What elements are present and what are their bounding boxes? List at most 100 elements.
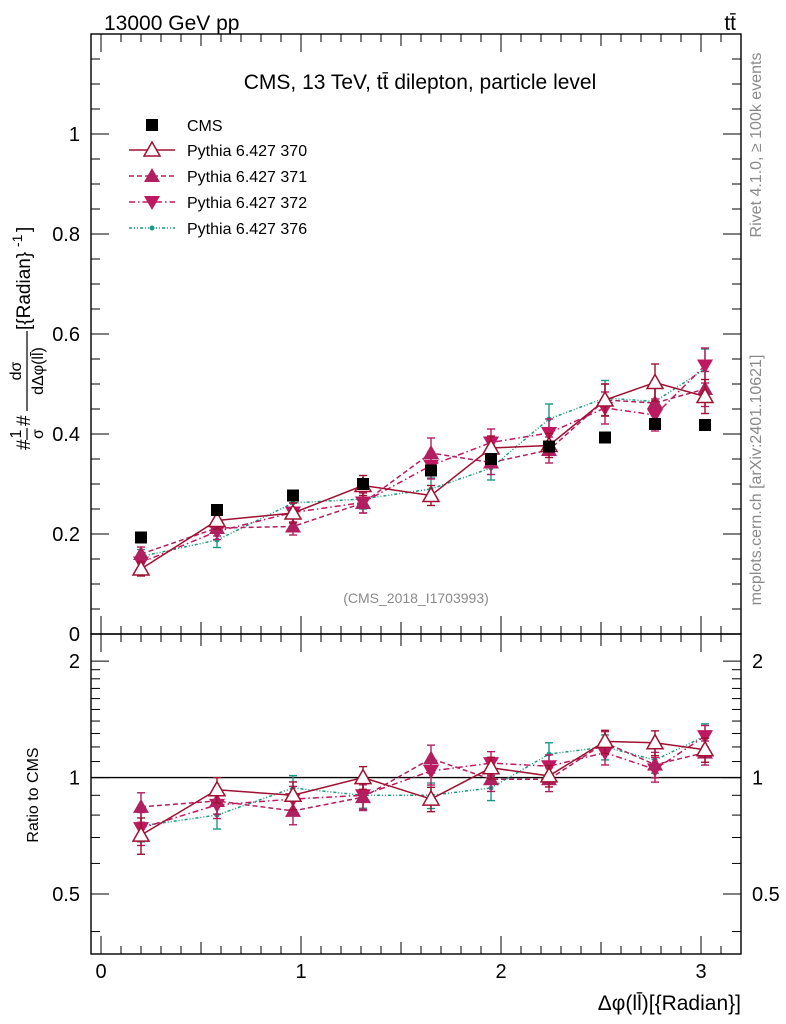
legend-marker: [144, 196, 160, 210]
y-label-exponent: -1: [9, 234, 25, 247]
data-point: [207, 780, 227, 797]
cms-data-point: [287, 489, 299, 502]
rivet-label: Rivet 4.1.0, ≥ 100k events: [748, 53, 765, 238]
cms-data-point: [543, 440, 555, 453]
y-tick-label-0.2: 0.2: [52, 524, 80, 546]
data-point: [355, 789, 371, 804]
series-main-cms: [135, 418, 711, 544]
legend-item-cms: CMS: [146, 118, 223, 135]
series-line: [140, 740, 706, 836]
series-line: [140, 381, 706, 570]
data-point: [695, 740, 715, 757]
ratio-tick-label-right-0.5: 0.5: [752, 884, 780, 906]
axes-group: 0 1 2 3 0 0.2 0.4 0.6 0.8 1 0.5 0.5 1 1 2 2: [52, 34, 780, 983]
cms-data-point: [485, 453, 497, 465]
y-label-frac2-num: dσ: [8, 361, 25, 380]
x-tick-label-3: 3: [695, 961, 706, 983]
data-point: [207, 510, 227, 528]
series-main-pythia-6-427-371: [133, 370, 713, 562]
y-label-suffix: [{Radian}: [14, 252, 35, 330]
mcplots-label: mcplots.cern.ch [arXiv:2401.10621]: [748, 355, 765, 606]
data-point: [595, 731, 615, 749]
y-tick-label-0: 0: [69, 624, 80, 646]
energy-label: 13000 GeV pp: [104, 12, 239, 35]
chart-title: CMS, 13 TeV, tt̄ dilepton, particle leve…: [244, 71, 597, 94]
legend-item-0: Pythia 6.427 370: [129, 140, 307, 160]
series-line: [140, 364, 706, 564]
x-axis-label: Δφ(ll̄)[{Radian}]: [598, 991, 741, 1015]
data-point: [353, 768, 373, 785]
data-point: [697, 730, 713, 745]
data-point: [595, 390, 615, 407]
legend-label: CMS: [187, 118, 223, 135]
y-label-frac1-den: σ: [30, 429, 47, 439]
data-point: [423, 445, 439, 459]
legend-label: Pythia 6.427 372: [187, 195, 307, 212]
data-point: [283, 785, 303, 803]
series-line: [140, 368, 706, 558]
legend-marker: [146, 119, 158, 131]
cms-data-point: [649, 418, 661, 430]
y-label-mid: #: [14, 415, 35, 426]
y-axis-label: # 1 σ # dσ dΔφ(ll̄) [{Radian} -1 ]: [8, 227, 47, 450]
data-point: [423, 750, 439, 765]
legend-item-2: Pythia 6.427 372: [129, 195, 307, 212]
ratio-tick-label-left-2: 2: [69, 651, 80, 673]
legend-item-1: Pythia 6.427 371: [129, 168, 307, 186]
ratio-tick-label-left-0.5: 0.5: [52, 884, 80, 906]
y-tick-label-0.6: 0.6: [52, 324, 80, 346]
x-tick-label-1: 1: [295, 961, 306, 983]
cms-data-point: [357, 478, 369, 490]
data-point: [133, 546, 149, 560]
legend-label: Pythia 6.427 370: [187, 143, 307, 160]
ratio-tick-label-left-1: 1: [69, 768, 80, 790]
series-layer: [131, 347, 715, 855]
y-label-frac2-den: dΔφ(ll̄): [29, 347, 47, 395]
process-label: tt̄: [724, 12, 736, 35]
data-point: [133, 798, 149, 813]
series-line: [140, 735, 706, 829]
legend: CMS Pythia 6.427 370 Pythia 6.427 371 Pythi…: [129, 118, 307, 238]
x-tick-label-0: 0: [95, 961, 106, 983]
legend-marker: [149, 225, 155, 231]
series-ratio-pythia-6-427-370: [131, 729, 715, 855]
y-label-end: ]: [14, 227, 35, 232]
legend-marker: [142, 140, 162, 157]
ratio-tick-label-right-1: 1: [752, 768, 763, 790]
data-point: [421, 485, 441, 503]
cms-data-point: [425, 464, 437, 477]
data-point: [481, 758, 501, 775]
y-tick-label-1: 1: [69, 124, 80, 146]
y-tick-label-0.8: 0.8: [52, 224, 80, 246]
ratio-y-axis-label: Ratio to CMS: [25, 747, 42, 842]
series-line: [140, 388, 706, 555]
data-point: [283, 503, 303, 520]
data-point: [645, 733, 665, 750]
data-point: [131, 559, 151, 576]
series-ratio-pythia-6-427-372: [133, 724, 713, 847]
ratio-plot-frame: [90, 633, 742, 955]
ratio-tick-label-right-2: 2: [752, 651, 763, 673]
data-point: [355, 495, 371, 509]
data-point: [131, 825, 151, 842]
legend-marker: [144, 168, 160, 182]
data-point: [645, 372, 665, 390]
cms-data-point: [211, 504, 223, 516]
cms-data-point: [135, 531, 147, 544]
data-point: [697, 359, 713, 374]
cms-data-point: [699, 419, 711, 431]
x-tick-label-2: 2: [495, 961, 506, 983]
data-point: [647, 756, 663, 771]
analysis-watermark: (CMS_2018_I1703993): [343, 590, 489, 606]
y-tick-label-0.4: 0.4: [52, 424, 80, 446]
y-label-frac1-num: 1: [8, 429, 25, 438]
legend-label: Pythia 6.427 371: [187, 169, 307, 186]
data-point: [285, 518, 301, 533]
cms-data-point: [599, 431, 611, 444]
legend-label: Pythia 6.427 376: [187, 221, 307, 238]
y-label-prefix: #: [14, 439, 35, 450]
legend-item-3: Pythia 6.427 376: [129, 221, 307, 238]
data-point: [695, 386, 715, 404]
series-line: [140, 741, 706, 812]
